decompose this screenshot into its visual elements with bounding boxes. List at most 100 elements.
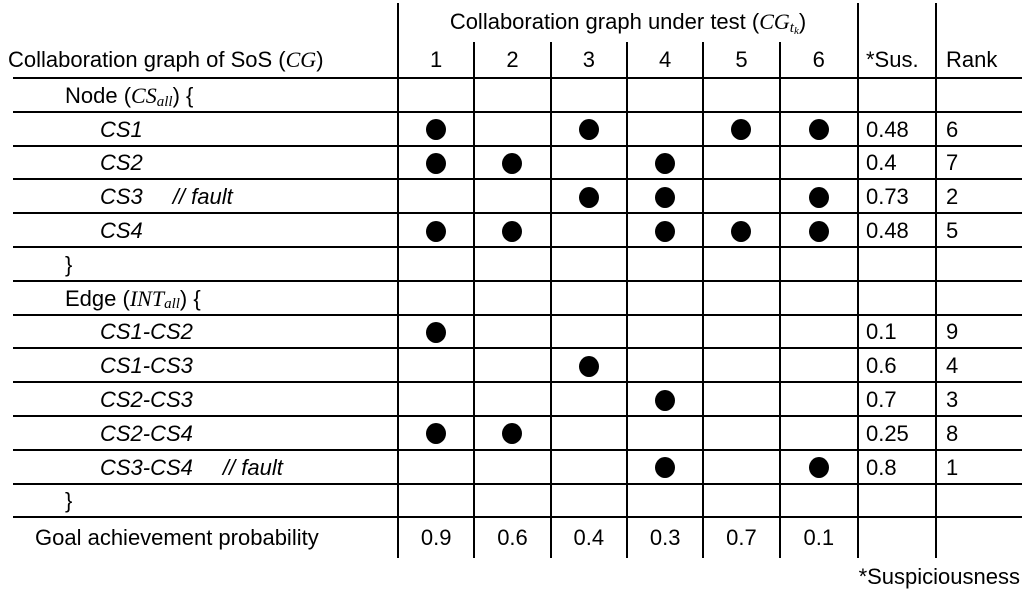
test-col-cell — [552, 112, 628, 147]
table-row: CS4 0.48 5 — [0, 214, 1029, 248]
rank-header-empty-cell — [935, 3, 1029, 42]
row-label-cell: CS2-CS3 — [0, 383, 399, 417]
row-label-cell: CS3-CS4 // fault — [0, 450, 399, 485]
label-part: Edge ( — [65, 285, 130, 311]
test-col-cell — [552, 450, 628, 485]
rank-value-cell: 9 — [934, 315, 1029, 350]
test-col-cell — [552, 349, 628, 384]
test-col-cell — [704, 214, 781, 248]
test-col-cell — [628, 180, 705, 215]
rank-value-cell: 7 — [934, 146, 1029, 181]
col-header-1: 1 — [399, 42, 476, 79]
test-col-cell — [628, 484, 705, 519]
test-col-cell — [704, 146, 781, 181]
coverage-dot-icon — [578, 119, 599, 141]
row-label-cell: CS4 — [0, 214, 399, 248]
label-part: CS4 — [100, 217, 143, 243]
label-part: ) { — [172, 82, 194, 108]
coverage-dot-icon — [808, 220, 829, 242]
test-col-cell — [704, 247, 781, 282]
test-col-cell — [628, 349, 705, 384]
test-col-cell — [781, 451, 857, 485]
test-col-cell — [704, 315, 781, 350]
sus-header: *Sus. — [856, 42, 935, 79]
label-part: CS — [131, 82, 157, 108]
rank-value-cell — [934, 484, 1029, 519]
test-col-cell — [704, 281, 781, 316]
sus-value-cell — [856, 79, 935, 113]
table-body: Node (CS all) {CS1 0.48 6 CS2 0.4 7 CS3// fault… — [0, 79, 1029, 559]
sus-value-cell: 0.6 — [856, 349, 935, 384]
rank-value-cell — [934, 79, 1029, 113]
test-col-cell — [628, 112, 705, 147]
sus-value-cell: 0.4 — [856, 146, 935, 181]
rank-value-cell: 8 — [934, 416, 1029, 451]
test-col-cell — [475, 484, 552, 519]
test-col-cell — [552, 214, 628, 248]
test-col-cell — [475, 247, 552, 282]
label-part: CS3-CS4 — [100, 454, 193, 480]
coverage-dot-icon — [426, 321, 447, 343]
table-row: CS1-CS2 0.1 9 — [0, 315, 1029, 350]
col-header-4: 4 — [628, 42, 705, 79]
row-label-cell: } — [0, 247, 399, 282]
test-col-cell — [628, 281, 705, 316]
coverage-dot-icon — [502, 152, 523, 174]
label-part: Collaboration graph of SoS ( — [8, 47, 286, 73]
label-part: INT — [129, 285, 165, 311]
table-row: Node (CS all) { — [0, 79, 1029, 113]
label-part: // fault — [172, 184, 233, 210]
test-col-cell — [781, 113, 857, 147]
test-col-cell — [475, 450, 552, 485]
table-row: } — [0, 484, 1029, 519]
table-span-header-row: Collaboration graph under test (CG t k) — [0, 3, 1029, 42]
row-label-cell: CS1-CS2 — [0, 315, 399, 350]
table-row: CS1 0.48 6 — [0, 112, 1029, 147]
sus-value-cell: 0.48 — [856, 112, 935, 147]
test-col-cell — [704, 112, 781, 147]
sus-value-cell: 0.48 — [856, 214, 935, 248]
coverage-dot-icon — [426, 423, 447, 445]
table-row: Edge (INT all) { — [0, 281, 1029, 316]
row-label-cell: Goal achievement probability — [0, 518, 399, 559]
test-col-cell — [781, 485, 857, 519]
rank-value-cell: 6 — [934, 112, 1029, 147]
test-col-cell — [628, 247, 705, 282]
test-col-cell — [399, 247, 476, 282]
col-header-6: 6 — [812, 47, 825, 73]
test-col-cell — [628, 315, 705, 350]
table-row: } — [0, 247, 1029, 282]
coverage-dot-icon — [578, 186, 599, 208]
col-header-2: 2 — [475, 42, 552, 79]
table-row: CS2 0.4 7 — [0, 146, 1029, 181]
table-header-row: Collaboration graph of SoS (CG) 1 2 3 4 … — [0, 42, 1029, 79]
row-label-cell: CS2-CS4 — [0, 416, 399, 451]
rank-value-cell: 4 — [934, 349, 1029, 384]
rank-value-cell — [934, 247, 1029, 282]
test-col-cell — [552, 79, 628, 113]
sus-value-cell: 0.73 — [856, 180, 935, 215]
test-col-cell — [781, 214, 857, 248]
label-part: } — [65, 251, 73, 277]
test-col-cell — [704, 450, 781, 485]
test-col-cell — [781, 147, 857, 181]
test-col-cell — [399, 484, 476, 519]
label-part: CS1-CS2 — [100, 319, 193, 345]
label-part: t — [789, 20, 794, 37]
test-col-cell — [552, 484, 628, 519]
test-col-cell — [399, 79, 476, 113]
label-part: CS1-CS3 — [100, 353, 193, 379]
coverage-dot-icon — [731, 119, 752, 141]
test-col-cell — [552, 247, 628, 282]
test-col-cell — [781, 417, 857, 451]
span-header-cell: Collaboration graph under test (CG t k) — [399, 3, 857, 42]
test-col-cell — [552, 416, 628, 451]
test-col-cell — [552, 146, 628, 181]
label-part: CS2 — [100, 150, 143, 176]
sus-value-cell — [856, 518, 935, 559]
test-col-cell: 0.1 — [803, 525, 835, 551]
label-part: k — [793, 25, 799, 38]
coverage-dot-icon — [426, 152, 447, 174]
test-col-cell — [552, 180, 628, 215]
label-part: all — [164, 296, 180, 313]
